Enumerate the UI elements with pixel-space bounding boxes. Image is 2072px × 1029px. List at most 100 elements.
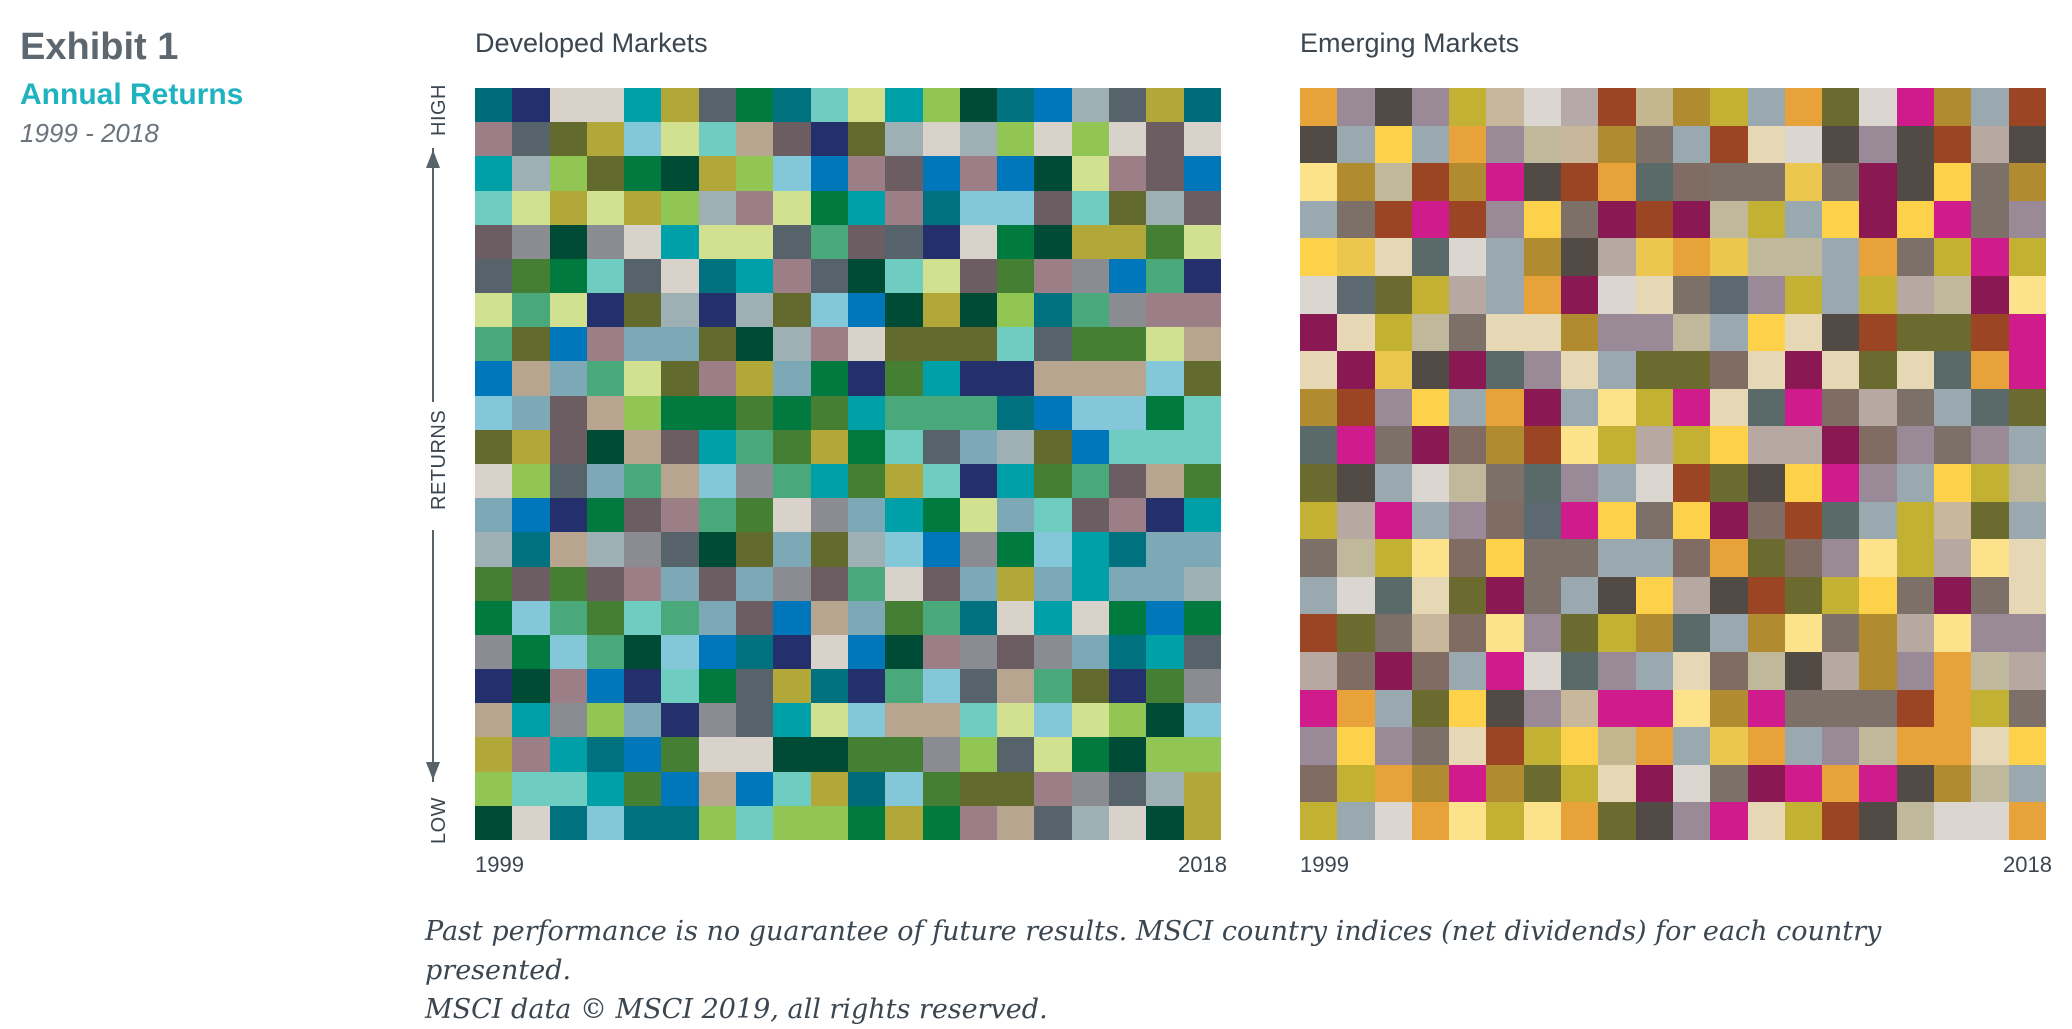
heatmap-cell <box>2008 764 2046 803</box>
heatmap-cell <box>1300 463 1338 502</box>
heatmap-cell <box>1896 463 1935 502</box>
heatmap-cell <box>1523 651 1562 690</box>
heatmap-cell <box>475 395 513 430</box>
heatmap-cell <box>475 361 513 396</box>
heatmap-cell <box>1411 463 1450 502</box>
heatmap-cell <box>1034 498 1072 533</box>
heatmap-cell <box>661 395 699 430</box>
heatmap-cell <box>997 395 1035 430</box>
heatmap-cell <box>1672 539 1711 577</box>
heatmap-cell <box>1672 275 1711 314</box>
heatmap-cell <box>1486 200 1524 239</box>
heatmap-cell <box>885 224 923 259</box>
heatmap-cell <box>1374 614 1412 652</box>
heatmap-cell <box>1784 576 1823 615</box>
heatmap-cell <box>997 429 1035 464</box>
heatmap-cell <box>847 464 886 499</box>
heatmap-cell <box>1971 576 2009 615</box>
heatmap-cell <box>512 293 550 328</box>
heatmap-cell <box>661 190 699 225</box>
heatmap-cell <box>1374 539 1412 577</box>
heatmap-cell <box>1934 275 1972 314</box>
heatmap-cell <box>1183 327 1221 362</box>
heatmap-cell <box>475 429 513 464</box>
heatmap-cell <box>1784 200 1823 239</box>
heatmap-cell <box>959 224 998 259</box>
heatmap-cell <box>1411 614 1450 652</box>
heatmap-cell <box>773 190 811 225</box>
heatmap-cell <box>922 703 960 738</box>
heatmap-cell <box>1071 88 1110 123</box>
heatmap-cell <box>2008 88 2046 126</box>
heatmap-cell <box>624 566 662 601</box>
heatmap-cell <box>1300 576 1338 615</box>
heatmap-cell <box>1449 163 1487 201</box>
heatmap-cell <box>512 361 550 396</box>
heatmap-cell <box>1747 313 1785 352</box>
heatmap-cell <box>1109 498 1147 533</box>
heatmap-cell <box>1710 764 1748 803</box>
heatmap-cell <box>1598 388 1636 427</box>
heatmap-cell <box>1449 351 1487 389</box>
heatmap-cell <box>959 122 998 157</box>
heatmap-cell <box>475 805 513 840</box>
heatmap-cell <box>810 122 848 157</box>
heatmap-cell <box>1635 238 1673 276</box>
heatmap-cell <box>1635 388 1673 427</box>
heatmap-cell <box>1747 764 1785 803</box>
heatmap-cell <box>1146 258 1184 294</box>
heatmap-cell <box>847 361 886 396</box>
heatmap-cell <box>959 703 998 738</box>
heatmap-cell <box>1672 88 1711 126</box>
heatmap-cell <box>1635 163 1673 201</box>
heatmap-cell <box>1109 464 1147 499</box>
heatmap-cell <box>810 395 848 430</box>
heatmap-cell <box>885 566 923 601</box>
heatmap-cell <box>1449 426 1487 464</box>
heatmap-cell <box>1071 156 1110 191</box>
heatmap-cell <box>586 600 625 635</box>
heatmap-cell <box>922 737 960 772</box>
heatmap-cell <box>698 566 737 601</box>
heatmap-cell <box>1971 351 2009 389</box>
heatmap-cell <box>2008 501 2046 540</box>
exhibit-title: Exhibit 1 <box>20 26 179 68</box>
heatmap-cell <box>1635 463 1673 502</box>
heatmap-cell <box>1822 200 1860 239</box>
heatmap-cell <box>475 532 513 567</box>
heatmap-cell <box>736 600 774 635</box>
heatmap-cell <box>549 122 587 157</box>
heatmap-cell <box>847 293 886 328</box>
heatmap-cell <box>1561 651 1599 690</box>
heatmap-cell <box>1411 576 1450 615</box>
heatmap-cell <box>1034 361 1072 396</box>
heatmap-cell <box>1374 802 1412 840</box>
heatmap-cell <box>1971 426 2009 464</box>
heatmap-cell <box>549 600 587 635</box>
heatmap-cell <box>1337 238 1375 276</box>
heatmap-cell <box>959 737 998 772</box>
heatmap-cell <box>698 429 737 464</box>
heatmap-cell <box>1672 614 1711 652</box>
heatmap-cell <box>698 669 737 704</box>
heatmap-cell <box>1635 689 1673 728</box>
heatmap-cell <box>1449 125 1487 164</box>
heatmap-cell <box>1710 163 1748 201</box>
heatmap-cell <box>1859 539 1897 577</box>
heatmap-cell <box>1971 313 2009 352</box>
heatmap-cell <box>1449 764 1487 803</box>
heatmap-cell <box>1710 313 1748 352</box>
heatmap-cell <box>549 805 587 840</box>
heatmap-cell <box>1300 200 1338 239</box>
heatmap-cell <box>1109 532 1147 567</box>
heatmap-cell <box>624 429 662 464</box>
heatmap-cell <box>1337 351 1375 389</box>
heatmap-cell <box>1859 576 1897 615</box>
heatmap-cell <box>885 395 923 430</box>
heatmap-cell <box>1672 651 1711 690</box>
heatmap-cell <box>512 771 550 806</box>
heatmap-cell <box>1109 429 1147 464</box>
heatmap-cell <box>2008 463 2046 502</box>
heatmap-cell <box>1934 463 1972 502</box>
heatmap-cell <box>2008 388 2046 427</box>
